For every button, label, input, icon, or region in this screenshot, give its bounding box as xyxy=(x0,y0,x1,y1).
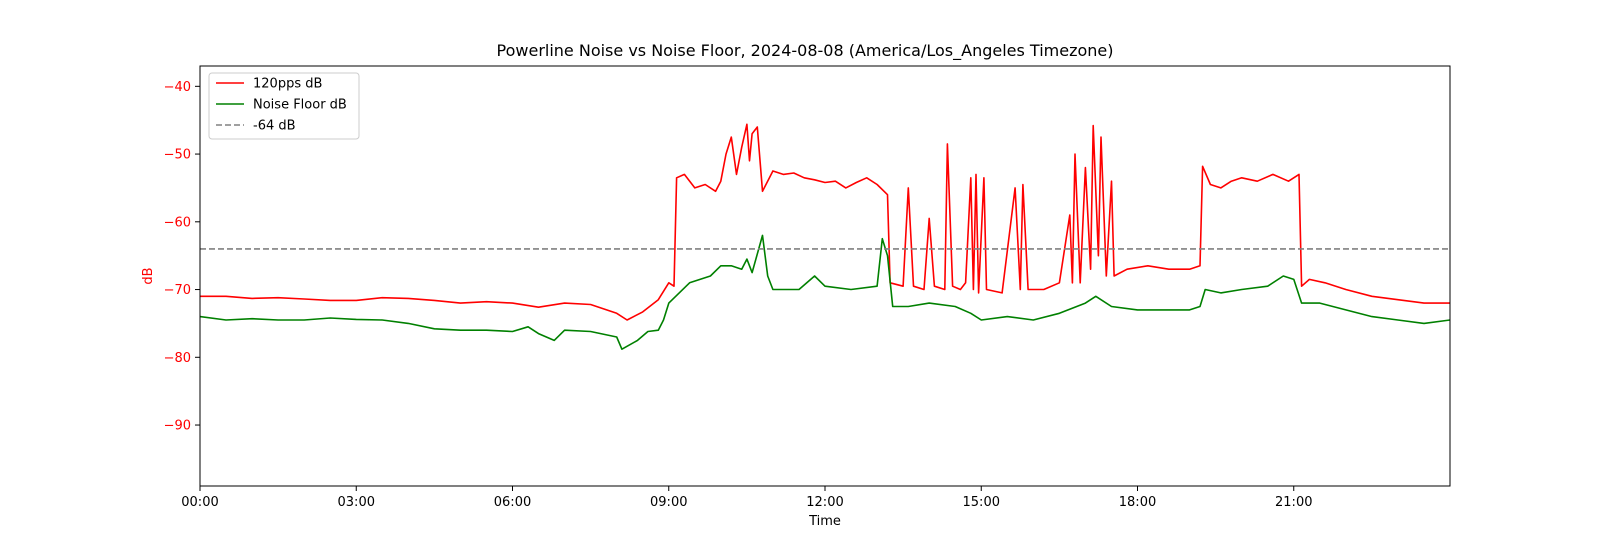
x-tick-label-1: 03:00 xyxy=(338,495,375,510)
y-tick-label-4: −80 xyxy=(164,351,191,366)
x-tick-label-3: 09:00 xyxy=(650,495,687,510)
y-tick-label-1: −50 xyxy=(164,148,191,163)
x-axis: 00:00 03:00 06:00 09:00 12:00 15:00 18:00 21:00 xyxy=(181,486,1312,510)
x-tick-label-6: 18:00 xyxy=(1119,495,1156,510)
chart-title: Powerline Noise vs Noise Floor, 2024-08-… xyxy=(497,41,1114,61)
x-tick-label-7: 21:00 xyxy=(1275,495,1312,510)
y-axis: −40 −50 −60 −70 −80 −90 xyxy=(164,80,200,434)
series-line-0 xyxy=(200,123,1450,321)
legend-box xyxy=(208,72,360,140)
series-line-1 xyxy=(200,234,1450,350)
y-tick-label-2: −60 xyxy=(164,215,191,230)
legend-label-1: Noise Floor dB xyxy=(253,98,347,113)
legend: 120pps dB Noise Floor dB -64 dB xyxy=(208,72,360,140)
x-tick-label-0: 00:00 xyxy=(181,495,218,510)
y-tick-label-3: −70 xyxy=(164,283,191,298)
x-tick-label-5: 15:00 xyxy=(963,495,1000,510)
x-tick-label-4: 12:00 xyxy=(806,495,843,510)
legend-label-0: 120pps dB xyxy=(253,77,322,92)
x-axis-label: Time xyxy=(808,514,841,529)
y-tick-label-0: −40 xyxy=(164,80,191,95)
legend-label-2: -64 dB xyxy=(253,119,296,134)
x-tick-label-2: 06:00 xyxy=(494,495,531,510)
plot-frame xyxy=(199,65,1451,487)
y-axis-label: dB xyxy=(141,267,156,284)
y-tick-label-5: −90 xyxy=(164,419,191,434)
series-layer xyxy=(200,123,1450,350)
